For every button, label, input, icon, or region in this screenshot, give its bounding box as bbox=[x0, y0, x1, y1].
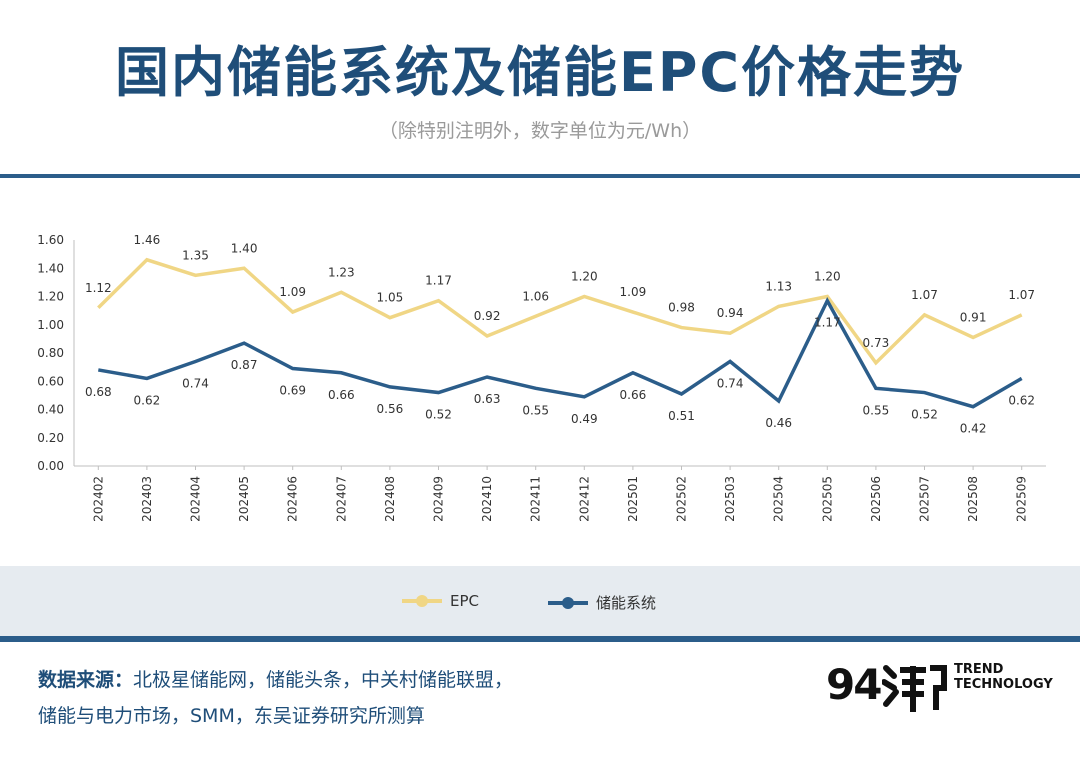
x-tick-label: 202405 bbox=[237, 476, 251, 522]
legend-item-epc: EPC bbox=[402, 592, 479, 610]
x-tick-label: 202404 bbox=[189, 476, 203, 522]
data-label-storage-system: 0.52 bbox=[425, 408, 452, 422]
y-tick-label: 0.60 bbox=[37, 374, 64, 388]
x-tick-label: 202503 bbox=[723, 476, 737, 522]
data-label-storage-system: 0.63 bbox=[474, 392, 501, 406]
data-label-epc: 1.23 bbox=[328, 265, 355, 279]
data-label-storage-system: 0.42 bbox=[960, 422, 987, 436]
data-label-storage-system: 0.74 bbox=[717, 376, 744, 390]
data-label-epc: 1.12 bbox=[85, 281, 112, 295]
y-tick-label: 0.80 bbox=[37, 346, 64, 360]
x-tick-label: 202412 bbox=[577, 476, 591, 522]
data-label-storage-system: 0.62 bbox=[1008, 393, 1035, 407]
line-chart: 0.00 0.20 0.40 0.60 0.80 1.00 1.20 1.40 1.60 2024… bbox=[0, 178, 1080, 570]
data-label-epc: 1.46 bbox=[134, 233, 161, 247]
data-label-epc: 0.91 bbox=[960, 310, 987, 324]
x-tick-label: 202509 bbox=[1015, 476, 1029, 522]
data-label-storage-system: 0.55 bbox=[522, 403, 549, 417]
legend-item-storage-system: 储能系统 bbox=[548, 592, 656, 613]
source-label: 数据来源： bbox=[38, 669, 134, 691]
data-source: 数据来源：北极星储能网，储能头条，中关村储能联盟， 储能与电力市场，SMM，东吴… bbox=[38, 662, 688, 734]
chart-svg: 0.00 0.20 0.40 0.60 0.80 1.00 1.20 1.40 1.60 2024… bbox=[37, 233, 1046, 522]
data-label-storage-system: 0.74 bbox=[182, 376, 209, 390]
source-text-2: 储能与电力市场，SMM，东吴证券研究所测算 bbox=[38, 705, 425, 727]
x-tick-label: 202403 bbox=[140, 476, 154, 522]
legend-marker-storage-system bbox=[548, 596, 588, 609]
data-label-epc: 1.09 bbox=[620, 285, 647, 299]
x-tick-label: 202408 bbox=[383, 476, 397, 522]
data-label-epc: 1.35 bbox=[182, 248, 209, 262]
data-label-storage-system: 0.66 bbox=[620, 388, 647, 402]
data-label-storage-system: 0.51 bbox=[668, 409, 695, 423]
data-label-epc: 1.17 bbox=[425, 274, 452, 288]
data-label-storage-system: 0.56 bbox=[377, 402, 404, 416]
source-line-1: 数据来源：北极星储能网，储能头条，中关村储能联盟， bbox=[38, 662, 688, 698]
data-label-epc: 1.20 bbox=[571, 270, 598, 284]
data-label-epc: 1.40 bbox=[231, 241, 258, 255]
logo-text: TREND TECHNOLOGY bbox=[954, 662, 1053, 692]
bottom-divider bbox=[0, 636, 1080, 642]
data-label-epc: 1.06 bbox=[522, 289, 549, 303]
data-label-epc: 1.20 bbox=[814, 270, 841, 284]
data-label-storage-system: 0.46 bbox=[765, 416, 792, 430]
y-tick-label: 1.40 bbox=[37, 261, 64, 275]
data-label-storage-system: 0.49 bbox=[571, 412, 598, 426]
x-tick-label: 202507 bbox=[918, 476, 932, 522]
data-label-epc: 0.73 bbox=[863, 336, 890, 350]
x-tick-label: 202501 bbox=[626, 476, 640, 522]
data-label-epc: 1.13 bbox=[765, 279, 792, 293]
y-tick-label: 0.00 bbox=[37, 459, 64, 473]
logo-text-trend: TREND bbox=[954, 662, 1004, 677]
y-tick-label: 1.60 bbox=[37, 233, 64, 247]
data-label-epc: 1.07 bbox=[911, 288, 938, 302]
data-label-epc: 1.07 bbox=[1008, 288, 1035, 302]
x-tick-label: 202406 bbox=[286, 476, 300, 522]
x-tick-label: 202502 bbox=[675, 476, 689, 522]
data-label-storage-system: 0.87 bbox=[231, 358, 258, 372]
x-tick-label: 202508 bbox=[966, 476, 980, 522]
data-label-epc: 0.98 bbox=[668, 301, 695, 315]
x-tick-label: 202409 bbox=[432, 476, 446, 522]
x-tick-label: 202504 bbox=[772, 476, 786, 522]
y-tick-label: 1.00 bbox=[37, 318, 64, 332]
data-label-storage-system: 0.68 bbox=[85, 385, 112, 399]
logo-number: 94 bbox=[826, 660, 882, 709]
top-divider bbox=[0, 174, 1080, 178]
page-title: 国内储能系统及储能EPC价格走势 bbox=[114, 41, 966, 104]
logo-mark-icon bbox=[882, 665, 947, 712]
x-tick-label: 202506 bbox=[869, 476, 883, 522]
data-label-storage-system: 0.62 bbox=[134, 393, 161, 407]
legend-label-epc: EPC bbox=[450, 592, 479, 610]
x-tick-label: 202411 bbox=[529, 476, 543, 522]
x-tick-label: 202407 bbox=[334, 476, 348, 522]
page-subtitle: （除特别注明外，数字单位为元/Wh） bbox=[378, 120, 702, 142]
data-label-storage-system: 0.66 bbox=[328, 388, 355, 402]
legend-label-storage-system: 储能系统 bbox=[596, 594, 657, 612]
data-label-storage-system: 0.69 bbox=[279, 384, 306, 398]
data-label-storage-system: 1.17 bbox=[814, 316, 841, 330]
x-tick-label: 202402 bbox=[91, 476, 105, 522]
data-label-epc: 0.92 bbox=[474, 309, 501, 323]
data-label-storage-system: 0.55 bbox=[863, 403, 890, 417]
series-line-storage-system bbox=[97, 296, 1023, 409]
y-tick-label: 0.40 bbox=[37, 403, 64, 417]
y-tick-label: 1.20 bbox=[37, 290, 64, 304]
data-label-epc: 1.09 bbox=[279, 285, 306, 299]
legend: EPC 储能系统 bbox=[0, 566, 1080, 636]
y-tick-label: 0.20 bbox=[37, 431, 64, 445]
data-label-epc: 1.05 bbox=[377, 291, 404, 305]
x-tick-label: 202410 bbox=[480, 476, 494, 522]
brand-logo: 94 TREND TECHNOLOGY bbox=[826, 660, 1056, 716]
series-line-epc bbox=[97, 257, 1023, 366]
data-label-storage-system: 0.52 bbox=[911, 408, 938, 422]
legend-marker-epc bbox=[402, 595, 442, 607]
x-tick-label: 202505 bbox=[820, 476, 834, 522]
logo-text-technology: TECHNOLOGY bbox=[954, 677, 1053, 692]
source-text-1: 北极星储能网，储能头条，中关村储能联盟， bbox=[133, 669, 514, 691]
data-label-epc: 0.94 bbox=[717, 306, 744, 320]
